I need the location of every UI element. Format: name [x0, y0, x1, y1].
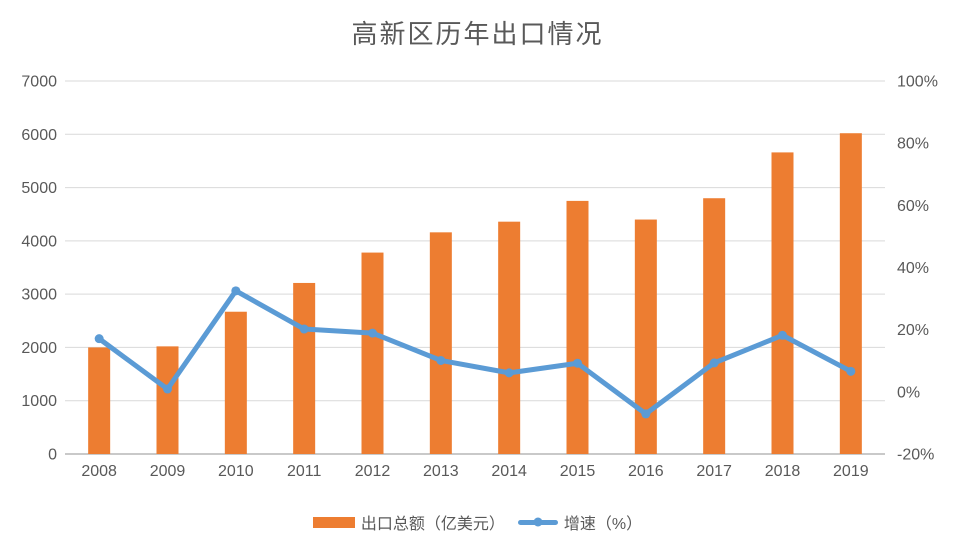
plot-area: 0 1000 2000 3000 4000 5000 6000 7000 -20% 0% 20% 40… — [21, 74, 938, 481]
bar-2016 — [634, 219, 657, 454]
legend-bar-swatch — [312, 516, 355, 528]
bar-2009 — [156, 346, 179, 454]
bar-2018 — [771, 152, 794, 454]
right-axis-tick-label: 0% — [897, 384, 920, 401]
left-axis-tick-label: 7000 — [21, 74, 57, 91]
chart-title: 高新区历年出口情况 — [351, 20, 604, 49]
growth-point-2011 — [299, 324, 309, 334]
x-axis-year-label: 2016 — [628, 463, 664, 480]
legend-item-exports: 出口总额（亿美元） — [312, 510, 505, 534]
growth-point-2009 — [163, 384, 172, 394]
right-axis-tick-label: 80% — [897, 136, 929, 153]
right-axis-tick-label: 100% — [897, 74, 938, 91]
legend-line-swatch — [517, 517, 558, 527]
right-axis-tick-label: -20% — [897, 447, 934, 464]
legend-growth-label: 增速（%） — [563, 516, 643, 533]
x-axis-year-label: 2017 — [696, 463, 732, 480]
left-axis-tick-label: 5000 — [21, 180, 57, 197]
x-axis-year-label: 2012 — [355, 463, 391, 480]
left-axis-tick-label: 4000 — [21, 233, 57, 250]
growth-line — [96, 288, 854, 417]
left-axis-tick-label: 3000 — [21, 287, 57, 304]
growth-point-2019 — [846, 366, 856, 376]
left-axis-tick-label: 0 — [48, 447, 57, 464]
right-axis-tick-label: 20% — [897, 322, 929, 339]
left-axis-tick-label: 2000 — [21, 340, 57, 357]
bar-2012 — [361, 252, 384, 454]
right-axis-tick-label: 40% — [897, 260, 929, 277]
growth-point-2015 — [573, 358, 582, 368]
legend: 出口总额（亿美元） 增速（%） — [0, 507, 955, 537]
left-axis-tick-label: 6000 — [21, 127, 57, 144]
legend-exports-label: 出口总额（亿美元） — [360, 516, 505, 533]
growth-point-2008 — [94, 334, 104, 344]
legend-line-dot-icon — [533, 517, 543, 527]
bar-2010 — [224, 311, 247, 454]
bar-2019 — [839, 133, 862, 454]
right-axis-tick-label: 60% — [897, 198, 929, 215]
growth-point-2018 — [778, 330, 787, 340]
bar-2015 — [566, 200, 589, 454]
x-axis-year-label: 2008 — [81, 463, 117, 480]
bar-2008 — [88, 347, 111, 454]
x-axis-year-label: 2018 — [765, 463, 801, 480]
x-axis-year-label: 2010 — [218, 463, 254, 480]
x-axis-year-label: 2014 — [491, 463, 527, 480]
x-axis-year-label: 2011 — [287, 463, 322, 480]
x-axis-year-label: 2013 — [423, 463, 459, 480]
bar-2011 — [293, 282, 316, 454]
growth-point-2013 — [436, 355, 446, 365]
bar-2017 — [703, 198, 726, 454]
bar-2013 — [429, 232, 452, 454]
legend-item-growth: 增速（%） — [517, 510, 643, 534]
bar-2014 — [498, 221, 521, 454]
growth-point-2014 — [504, 368, 514, 378]
growth-point-2012 — [368, 328, 377, 338]
x-axis-year-label: 2019 — [833, 463, 869, 480]
left-axis-tick-label: 1000 — [21, 393, 57, 410]
growth-point-2017 — [709, 358, 719, 368]
growth-point-2016 — [641, 409, 651, 419]
x-axis-year-label: 2015 — [560, 463, 596, 480]
x-axis-year-label: 2009 — [150, 463, 186, 480]
growth-point-2010 — [231, 286, 241, 296]
